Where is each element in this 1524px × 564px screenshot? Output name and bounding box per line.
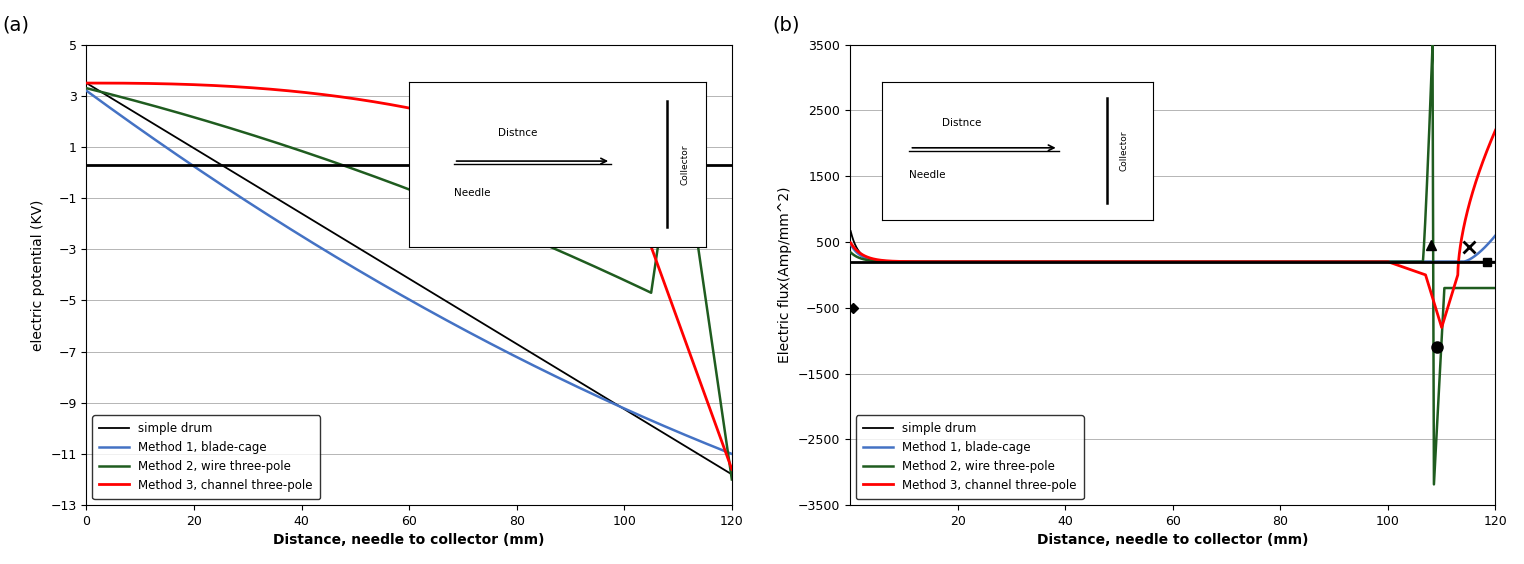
Legend: simple drum, Method 1, blade-cage, Method 2, wire three-pole, Method 3, channel : simple drum, Method 1, blade-cage, Metho…	[856, 415, 1084, 499]
Text: (a): (a)	[3, 16, 29, 35]
X-axis label: Distance, needle to collector (mm): Distance, needle to collector (mm)	[1036, 534, 1309, 547]
X-axis label: Distance, needle to collector (mm): Distance, needle to collector (mm)	[273, 534, 546, 547]
Legend: simple drum, Method 1, blade-cage, Method 2, wire three-pole, Method 3, channel : simple drum, Method 1, blade-cage, Metho…	[93, 415, 320, 499]
Y-axis label: Electric flux(Amp/mm^2): Electric flux(Amp/mm^2)	[779, 187, 792, 363]
Text: (b): (b)	[773, 16, 800, 35]
Y-axis label: electric potential (KV): electric potential (KV)	[30, 199, 44, 351]
